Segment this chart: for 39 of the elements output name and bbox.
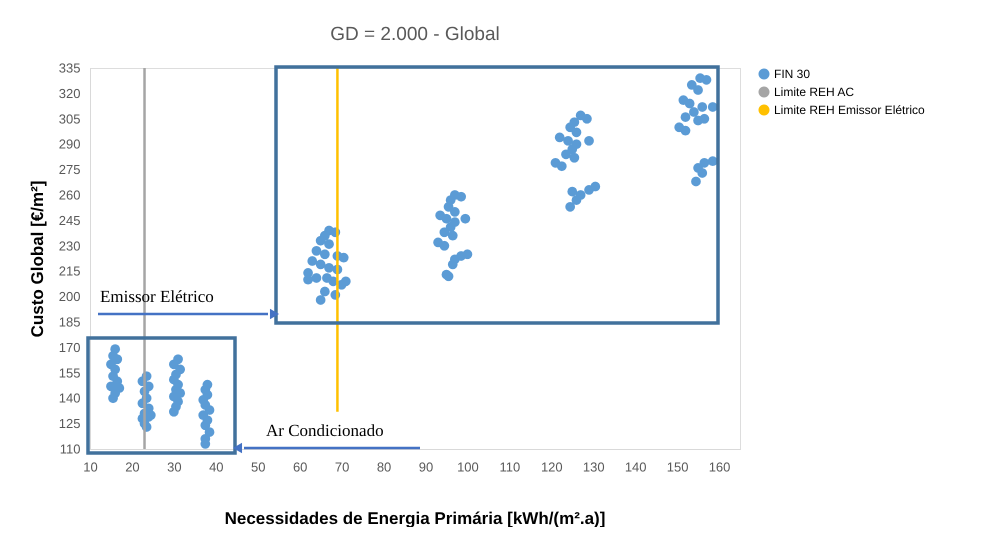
x-tick-label: 70 (334, 460, 350, 474)
x-tick-label: 10 (83, 460, 98, 474)
legend-label: Limite REH Emissor Elétrico (774, 103, 926, 117)
y-tick-label: 155 (58, 365, 80, 380)
x-tick-label: 60 (292, 460, 308, 474)
y-tick-label: 275 (58, 162, 80, 178)
y-tick-label: 230 (58, 238, 80, 254)
annotation: Ar Condicionado (266, 421, 384, 440)
x-tick-label: 30 (167, 460, 182, 474)
x-tick-label: 40 (209, 460, 224, 474)
x-tick-label: 130 (582, 460, 605, 474)
chart-title: GD = 2.000 - Global (330, 24, 500, 45)
x-tick-label: 120 (540, 460, 563, 474)
y-tick-label: 335 (58, 60, 80, 76)
legend-label: FIN 30 (774, 67, 810, 81)
y-tick-label: 245 (58, 212, 80, 228)
x-tick-label: 100 (457, 460, 479, 474)
y-tick-label: 215 (58, 264, 80, 279)
legend-label: Limite REH AC (774, 85, 854, 99)
y-tick-label: 260 (58, 188, 80, 202)
y-tick-label: 200 (58, 289, 80, 304)
y-tick-label: 140 (58, 390, 80, 406)
y-tick-label: 290 (58, 136, 80, 152)
x-tick-label: 20 (125, 460, 140, 474)
x-tick-label: 150 (666, 460, 688, 474)
y-axis-title: Custo Global [€/m²] (28, 180, 47, 338)
annotation: Emissor Elétrico (100, 287, 214, 306)
x-tick-label: 110 (499, 460, 520, 474)
y-tick-label: 320 (58, 86, 80, 101)
y-tick-label: 305 (58, 111, 80, 126)
y-tick-label: 125 (58, 416, 80, 432)
x-tick-label: 140 (624, 460, 647, 474)
x-tick-label: 160 (708, 460, 730, 474)
y-tick-label: 110 (60, 442, 80, 456)
y-tick-label: 170 (58, 340, 80, 355)
x-tick-label: 90 (418, 460, 434, 474)
x-tick-label: 50 (251, 460, 266, 474)
x-tick-label: 80 (376, 460, 392, 474)
y-tick-label: 185 (58, 314, 80, 330)
